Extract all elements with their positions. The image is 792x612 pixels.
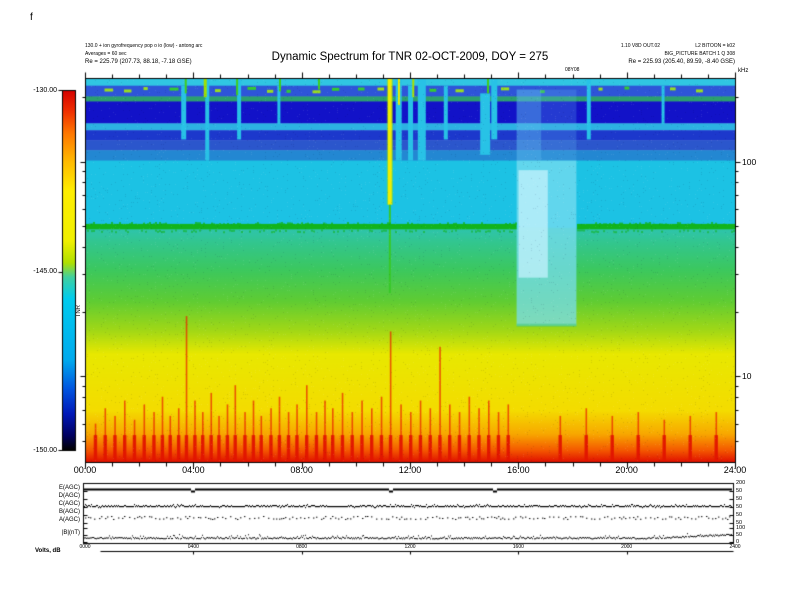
colorbar-tick-label: -150.00: [33, 446, 57, 454]
panel-right-label: 0: [736, 539, 740, 545]
x-tick-label: 12:00: [398, 465, 422, 475]
x-tick-label: 20:00: [615, 465, 638, 475]
panel-row-label: D(AGC): [58, 492, 80, 499]
panel-right-label: 50: [736, 488, 743, 494]
panel-time-label: 0400: [187, 543, 199, 550]
y-tick-label: 100: [742, 156, 757, 167]
panel-right-label: 200: [736, 480, 746, 486]
panel-right-label: 50: [736, 504, 743, 510]
header-right-line1b: L2 BITOON = k02: [695, 43, 735, 49]
x-tick-label: 24:00: [723, 465, 747, 475]
panel-row-label: B(AGC): [59, 508, 80, 515]
corner-glyph: f: [30, 12, 33, 23]
header-right-line1a: 1.10 V8D OUT.02: [620, 43, 660, 49]
panel-row-label: |B|(nT): [61, 530, 80, 536]
colorbar-tick-label: -130.00: [33, 86, 57, 94]
panel-right-label: 50: [736, 512, 743, 518]
panel-time-label: 1600: [512, 543, 524, 550]
panel-row-label: A(AGC): [59, 516, 80, 523]
panel-right-label: 50: [736, 496, 743, 502]
x-tick-label: 16:00: [507, 465, 530, 475]
panel-right-label: 50: [736, 532, 743, 538]
colorbar-tick-label: -145.00: [33, 268, 57, 276]
panel-right-label: 50: [736, 520, 743, 526]
panel-time-label: 0800: [296, 543, 308, 550]
header-right-line2: BIG_PICTURE BATCH 1 Q 308: [664, 51, 735, 57]
event-label: 08Y08: [565, 67, 580, 73]
panel-time-label: 2400: [729, 543, 741, 550]
x-tick-label: 08:00: [290, 465, 313, 475]
header-left-line2: Averages = 60 sec: [85, 51, 127, 57]
freq-unit-label: kHz: [738, 68, 749, 74]
x-tick-label: 00:00: [73, 465, 97, 475]
panel-time-label: 1200: [404, 543, 416, 550]
page-title: Dynamic Spectrum for TNR 02-OCT-2009, DO…: [271, 51, 549, 63]
spacecraft-position-start: Re = 225.79 (207.73, 88.18, -7.18 GSE): [85, 59, 192, 65]
spacecraft-position-end: Re = 225.93 (205.40, 89.59, -8.40 GSE): [628, 59, 735, 65]
panel-row-label: C(AGC): [58, 500, 80, 507]
y-tick-label: 10: [742, 371, 752, 382]
panel-row-label: E(AGC): [59, 484, 80, 491]
panel-right-label: 100: [736, 525, 746, 531]
panel-time-label: 2000: [621, 543, 633, 550]
panel-time-label: 0000: [79, 543, 91, 550]
colorbar-title: TNR: [76, 305, 82, 318]
x-tick-label: 04:00: [182, 465, 205, 475]
header-left-line1: 130.0 + ion gyrofrequency pop o io (low)…: [85, 43, 203, 49]
footer-label: Volts, dB: [35, 548, 61, 554]
